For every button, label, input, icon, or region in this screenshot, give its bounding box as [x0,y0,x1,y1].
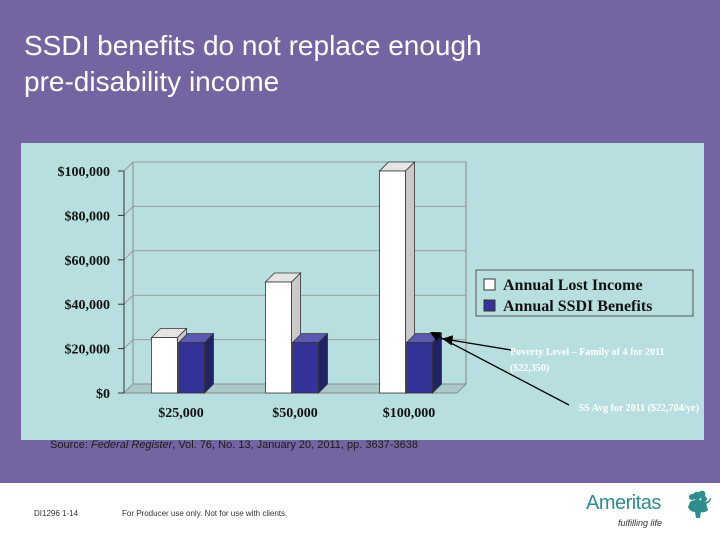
y-tick-depth [123,250,134,261]
source-journal: Federal Register [90,439,173,451]
y-tick-label: $20,000 [65,343,111,358]
poverty-arrow [442,335,512,351]
source-citation: Source: Federal Register, Vol. 76, No. 1… [50,439,418,451]
chart-panel: $0 $20,000 $40,000 $60,000 $80,000 $100,000 $2… [21,143,704,440]
source-prefix: Source: [50,439,91,451]
y-tick-depth [123,383,134,394]
annotation-ss-avg: SS Avg for 2011 ($22,704/yr) [579,403,699,414]
bar-side [204,332,214,394]
bar [379,170,406,394]
annotation-poverty-line2: ($22,350) [510,363,549,374]
y-tick-depth [123,206,134,216]
x-tick-label: $50,000 [272,406,318,421]
legend-box [475,269,694,317]
slide-title: SSDI benefits do not replace enough pre-… [24,28,664,100]
annotation-poverty-line1: Poverty Level – Family of 4 for 2011 [510,347,665,358]
source-details: , Vol. 76, No. 13, January 20, 2011, pp.… [172,439,418,451]
y-tick-depth [123,339,134,349]
x-tick-label: $100,000 [383,406,436,421]
legend-label: Annual Lost Income [503,277,643,294]
bar [265,281,292,394]
x-tick-label: $25,000 [158,406,204,421]
logo-tagline: fulfilling life [618,518,663,528]
y-tick-label: $80,000 [65,209,111,224]
ss-avg-arrow [429,331,570,406]
bar-chart: $0 $20,000 $40,000 $60,000 $80,000 $100,000 $2… [58,161,699,421]
y-tick-depth [123,294,134,305]
legend-label: Annual SSDI Benefits [503,298,652,315]
disclaimer-text: For Producer use only. Not for use with … [122,509,288,518]
legend-swatch [483,299,496,312]
ameritas-logo: Ameritas fulfilling life [586,486,716,532]
y-tick-label: $0 [96,387,110,402]
bar-side [432,332,442,394]
legend-swatch [483,278,496,291]
y-tick-label: $100,000 [58,165,111,180]
lion-icon [688,490,711,518]
title-line-2: pre-disability income [24,66,280,97]
logo-name: Ameritas [586,492,661,514]
bar [292,342,319,394]
bar [151,337,178,394]
y-tick-depth [123,161,134,172]
y-tick-label: $60,000 [65,254,111,269]
bar [406,342,433,394]
bar [178,342,205,394]
footer: DI1296 1-14 For Producer use only. Not f… [0,483,720,540]
y-tick-label: $40,000 [65,298,111,313]
bar-side [318,332,328,394]
document-id: DI1296 1-14 [34,509,79,518]
title-line-1: SSDI benefits do not replace enough [24,30,482,61]
